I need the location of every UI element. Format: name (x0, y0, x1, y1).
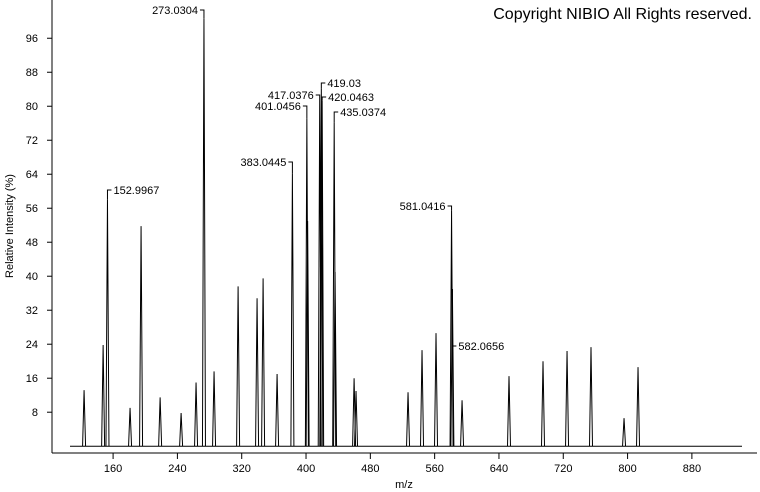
chart-title: Copyright NIBIO All Rights reserved. (493, 6, 752, 23)
peak (139, 226, 144, 447)
peak (261, 278, 266, 447)
peak (194, 382, 199, 447)
y-tick-label: 96 (26, 33, 38, 45)
y-tick-label: 32 (26, 305, 38, 317)
peak (622, 418, 627, 447)
y-tick-label: 16 (26, 373, 38, 385)
peak (434, 333, 439, 447)
peak (212, 371, 217, 447)
x-tick-label: 800 (618, 463, 636, 475)
label-leader (106, 189, 112, 200)
peak-label: 435.0374 (340, 107, 386, 119)
label-leader (333, 111, 339, 123)
y-tick-label: 48 (26, 237, 38, 249)
peak-label: 401.0456 (255, 101, 301, 113)
label-leader (321, 96, 327, 101)
peak (304, 118, 309, 447)
x-tick-label: 240 (168, 463, 186, 475)
x-tick-label: 880 (683, 463, 701, 475)
peak (105, 199, 110, 447)
x-tick-label: 560 (425, 463, 443, 475)
y-tick-label: 40 (26, 271, 38, 283)
y-tick-label: 72 (26, 135, 38, 147)
peak (320, 100, 325, 447)
peak (128, 407, 133, 447)
y-tick-label: 64 (26, 169, 38, 181)
peak (305, 220, 310, 447)
peak (507, 376, 512, 447)
label-leader (447, 205, 453, 211)
peak (449, 210, 454, 447)
peak-label: 581.0416 (400, 201, 446, 213)
peak (588, 347, 593, 447)
x-tick-label: 480 (361, 463, 379, 475)
peak (255, 298, 260, 447)
peak-label: 273.0304 (152, 5, 198, 17)
peak (82, 390, 87, 447)
peak-label: 417.0376 (268, 90, 314, 102)
peak-label: 152.9967 (113, 185, 159, 197)
y-tick-label: 88 (26, 67, 38, 79)
y-tick-label: 80 (26, 101, 38, 113)
peak-label: 582.0656 (458, 341, 504, 353)
peak (236, 286, 241, 447)
peak-label: 420.0463 (328, 92, 374, 104)
peak (290, 173, 295, 447)
x-tick-label: 400 (297, 463, 315, 475)
peak (333, 271, 338, 447)
x-tick-label: 320 (233, 463, 251, 475)
peak (275, 373, 280, 447)
peak (179, 413, 184, 447)
label-leader (302, 105, 308, 119)
peak (460, 400, 465, 447)
peak (354, 390, 359, 447)
peak (201, 18, 206, 447)
peak (565, 351, 570, 447)
y-tick-label: 56 (26, 203, 38, 215)
y-axis-label: Relative Intensity (%) (4, 174, 16, 278)
peak (101, 345, 106, 447)
label-leader (288, 161, 293, 174)
label-leader (199, 9, 205, 19)
label-leader (451, 288, 457, 347)
peak-label: 419.03 (327, 78, 361, 90)
y-tick-label: 8 (32, 407, 38, 419)
peak (450, 288, 455, 447)
label-leader (320, 82, 326, 89)
peak (406, 392, 411, 447)
peak (636, 367, 641, 447)
x-tick-label: 640 (490, 463, 508, 475)
x-tick-label: 160 (104, 463, 122, 475)
peak (420, 350, 425, 447)
peak (541, 361, 546, 447)
x-axis-label: m/z (395, 479, 413, 491)
peak (158, 397, 163, 447)
x-tick-label: 720 (554, 463, 572, 475)
peak-label: 383.0445 (241, 157, 287, 169)
y-tick-label: 24 (26, 339, 38, 351)
